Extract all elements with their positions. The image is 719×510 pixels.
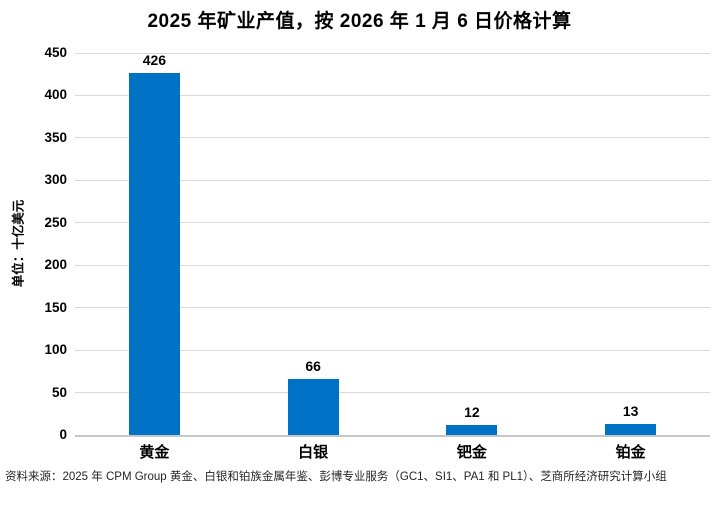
category-label-silver: 白银 bbox=[298, 444, 329, 461]
bar-value-silver: 66 bbox=[305, 357, 321, 374]
bar-value-gold: 426 bbox=[142, 52, 167, 69]
y-tick-0: 0 bbox=[59, 427, 67, 442]
gridline-250 bbox=[75, 222, 710, 224]
gridline-100 bbox=[75, 349, 710, 351]
y-tick-450: 450 bbox=[44, 45, 67, 60]
bar-palladium bbox=[446, 424, 498, 435]
y-axis-title: 单位：十亿美元 bbox=[11, 199, 26, 288]
category-label-palladium: 钯金 bbox=[456, 444, 487, 461]
y-tick-200: 200 bbox=[44, 257, 67, 273]
bar-platinum bbox=[605, 423, 657, 435]
gridline-150 bbox=[75, 307, 710, 309]
y-tick-400: 400 bbox=[44, 87, 67, 103]
gridline-50 bbox=[75, 392, 710, 394]
bar-value-platinum: 13 bbox=[622, 402, 639, 419]
y-tick-150: 150 bbox=[44, 299, 67, 315]
y-tick-100: 100 bbox=[44, 342, 67, 358]
category-label-gold: 黄金 bbox=[139, 444, 170, 461]
y-tick-300: 300 bbox=[44, 172, 67, 188]
source-note: 资料来源：2025 年 CPM Group 黄金、白银和铂族金属年鉴、彭博专业服… bbox=[5, 471, 667, 483]
bar-gold bbox=[128, 73, 180, 435]
y-tick-250: 250 bbox=[44, 214, 67, 230]
gridline-450 bbox=[75, 52, 710, 54]
bar-silver bbox=[287, 378, 339, 435]
category-label-platinum: 铂金 bbox=[615, 444, 646, 461]
x-axis-line bbox=[75, 435, 710, 437]
bar-value-palladium: 12 bbox=[464, 403, 480, 420]
y-tick-350: 350 bbox=[44, 129, 67, 145]
gridline-200 bbox=[75, 264, 710, 266]
gridline-350 bbox=[75, 137, 710, 139]
chart-title: 2025 年矿业产值，按 2026 年 1 月 6 日价格计算 bbox=[147, 11, 572, 32]
gridline-300 bbox=[75, 179, 710, 181]
gridline-400 bbox=[75, 94, 710, 96]
y-tick-50: 50 bbox=[51, 384, 67, 400]
